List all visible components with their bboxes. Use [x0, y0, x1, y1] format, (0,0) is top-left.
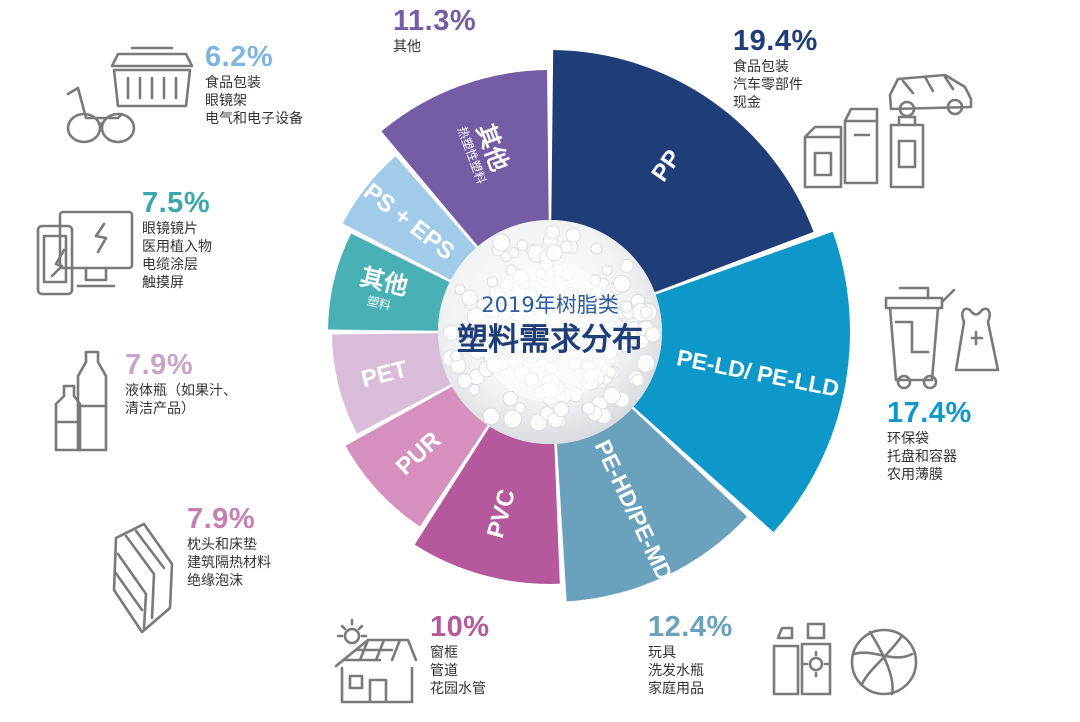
uses-ps-eps-1: 食品包装 [205, 75, 261, 91]
pellet [602, 386, 621, 405]
trash-bin-and-bag-icon [882, 282, 1007, 392]
uses-other-plastics-2: 医用植入物 [142, 239, 212, 255]
slice-other_thermo [381, 70, 549, 247]
pellet [644, 326, 661, 343]
uses-other-plastics-1: 眼镜镜片 [142, 221, 198, 237]
devices-icon [34, 206, 139, 301]
uses-pur-2: 建筑隔热材料 [187, 555, 271, 571]
pellet [625, 328, 638, 340]
uses-other-thermo-1: 其他 [393, 39, 421, 55]
pellet [486, 275, 499, 288]
pct-pp: 19.4% [733, 25, 818, 57]
pellet [590, 242, 603, 255]
pct-ps-eps: 6.2% [205, 41, 274, 73]
center-title-line2: 塑料需求分布 [457, 322, 643, 358]
callout-other-thermo: 11.3% 其他 [393, 4, 476, 56]
uses-pet-2: 清洁产品） [125, 401, 195, 417]
pellet [442, 324, 460, 341]
pellet [450, 349, 463, 362]
pct-pvc: 10% [430, 611, 490, 643]
pellet [482, 407, 500, 426]
uses-pp-3: 现金 [733, 95, 761, 111]
house-with-solar-panel-icon [330, 616, 420, 706]
pellet [565, 227, 581, 243]
pct-pe-hd: 12.4% [648, 611, 733, 643]
uses-pp-2: 汽车零部件 [733, 77, 803, 93]
pct-other-plastics: 7.5% [142, 187, 211, 219]
pellet [619, 258, 634, 273]
uses-ps-eps-3: 电气和电子设备 [205, 111, 303, 127]
pellet [631, 373, 645, 387]
slice-ps_eps [342, 156, 477, 281]
callout-pp: 19.4% 食品包装 汽车零部件 现金 [733, 24, 818, 112]
slice-pur [345, 386, 488, 527]
pellet [639, 306, 653, 319]
uses-pe-ld-3: 农用薄膜 [887, 467, 943, 483]
pellet [456, 373, 473, 389]
bottles-icon [50, 346, 115, 456]
pellet-texture [438, 220, 662, 444]
pellet [601, 264, 613, 276]
pellet [618, 339, 632, 353]
pellet [503, 409, 523, 429]
pellet [500, 251, 512, 263]
uses-pur-3: 绝缘泡沫 [187, 573, 243, 589]
slice-pehd [556, 408, 748, 602]
callout-ps-eps: 6.2% 食品包装 眼镜架 电气和电子设备 [205, 40, 303, 128]
uses-pvc-3: 花园水管 [430, 681, 486, 697]
pct-pe-ld: 17.4% [887, 397, 972, 429]
center-title-line1: 2019年树脂类 [481, 293, 618, 317]
slice-pvc [414, 426, 560, 584]
uses-pe-hd-2: 洗发水瓶 [648, 663, 704, 679]
pellet [545, 244, 563, 262]
uses-pe-hd-3: 家庭用品 [648, 681, 704, 697]
slice-pp [551, 50, 814, 293]
uses-pe-hd-1: 玩具 [648, 645, 676, 661]
pellet [492, 233, 511, 252]
callout-pur: 7.9% 枕头和床垫 建筑隔热材料 绝缘泡沫 [187, 502, 271, 590]
uses-pet-1: 液体瓶（如果汁、 [125, 383, 237, 399]
callout-pvc: 10% 窗框 管道 花园水管 [430, 610, 490, 698]
callout-other-plastics: 7.5% 眼镜镜片 医用植入物 电缆涂层 触摸屏 [142, 186, 212, 292]
pellet [634, 334, 649, 349]
pellet [553, 401, 570, 418]
pellet [454, 284, 466, 296]
pellet [612, 274, 631, 293]
pellet [502, 390, 519, 407]
pct-other-thermo: 11.3% [393, 5, 477, 37]
pellet [461, 289, 478, 307]
slice-peld [633, 231, 850, 533]
callout-pe-hd: 12.4% 玩具 洗发水瓶 家庭用品 [648, 610, 733, 698]
pellet [545, 224, 560, 240]
pellet [516, 239, 529, 252]
pellet [514, 402, 526, 414]
uses-pp-1: 食品包装 [733, 59, 789, 75]
pellet [636, 353, 656, 373]
pct-pet: 7.9% [125, 349, 194, 381]
pellet [468, 383, 481, 396]
pct-pur: 7.9% [187, 503, 256, 535]
callout-pet: 7.9% 液体瓶（如果汁、 清洁产品） [125, 348, 237, 418]
slice-other_plastics [328, 233, 450, 331]
pellet [620, 300, 633, 313]
uses-other-plastics-4: 触摸屏 [142, 275, 184, 291]
uses-ps-eps-2: 眼镜架 [205, 93, 247, 109]
car-and-packaging-icon [795, 55, 980, 195]
glasses-and-food-box-icon [62, 40, 204, 152]
callout-pe-ld: 17.4% 环保袋 托盘和容器 农用薄膜 [887, 396, 972, 484]
slice-sublabel-other_plastics: 塑料 [366, 293, 393, 313]
pellet [581, 401, 596, 415]
center-title-backdrop [480, 262, 620, 402]
uses-pvc-1: 窗框 [430, 645, 458, 661]
mattress-icon [104, 516, 179, 641]
uses-pur-1: 枕头和床垫 [187, 537, 257, 553]
slice-pet [332, 333, 451, 434]
uses-pvc-2: 管道 [430, 663, 458, 679]
bottles-and-ball-icon [768, 618, 923, 698]
uses-pe-ld-2: 托盘和容器 [887, 449, 957, 465]
uses-pe-ld-1: 环保袋 [887, 431, 929, 447]
uses-other-plastics-3: 电缆涂层 [142, 257, 198, 273]
